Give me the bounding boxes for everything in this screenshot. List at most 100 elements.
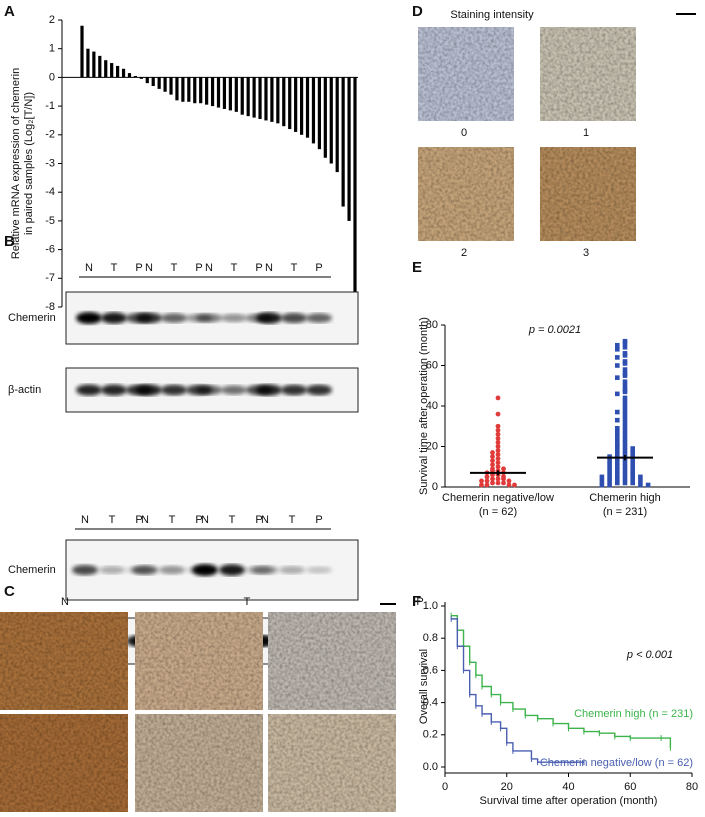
point bbox=[495, 411, 501, 417]
point bbox=[622, 440, 628, 445]
point bbox=[615, 456, 620, 461]
y-axis-label: Relative mRNA expression of chemerin bbox=[10, 68, 22, 259]
survival-curve bbox=[451, 614, 672, 748]
y-tick-label: 0.6 bbox=[423, 664, 438, 676]
bar bbox=[205, 77, 209, 105]
point bbox=[615, 342, 620, 348]
bar bbox=[353, 77, 357, 296]
point bbox=[615, 472, 620, 478]
point bbox=[630, 458, 635, 463]
y-tick-label: 40 bbox=[426, 400, 438, 412]
panel-letter: E bbox=[412, 259, 422, 276]
lane-label: T bbox=[229, 514, 236, 526]
lane-label: N bbox=[205, 262, 213, 274]
y-tick-label: 60 bbox=[426, 359, 438, 371]
ihc-image bbox=[268, 612, 396, 710]
bar bbox=[80, 25, 84, 78]
bar bbox=[157, 77, 161, 89]
band bbox=[76, 312, 102, 324]
point bbox=[615, 409, 620, 415]
point bbox=[615, 452, 620, 457]
lane-label: N bbox=[201, 514, 209, 526]
p-value: p < 0.001 bbox=[626, 649, 673, 661]
point bbox=[479, 482, 484, 488]
lane-label: N bbox=[81, 514, 89, 526]
bar bbox=[92, 51, 96, 78]
point bbox=[630, 472, 635, 478]
bar bbox=[276, 77, 280, 124]
panel-letter: F bbox=[412, 593, 421, 610]
point bbox=[622, 423, 628, 429]
band bbox=[192, 564, 218, 576]
band bbox=[76, 384, 102, 396]
x-tick-label: Chemerin negative/low bbox=[442, 492, 554, 504]
point bbox=[622, 389, 628, 395]
y-tick-label: -1 bbox=[45, 100, 55, 112]
x-tick-label: 80 bbox=[686, 781, 698, 793]
point bbox=[607, 458, 612, 463]
bar bbox=[193, 77, 197, 104]
point bbox=[622, 403, 628, 409]
bar bbox=[104, 60, 108, 78]
point bbox=[495, 452, 501, 457]
x-tick-label: 0 bbox=[442, 781, 448, 793]
point bbox=[615, 480, 620, 486]
y-tick-label: 20 bbox=[426, 440, 438, 452]
point bbox=[622, 444, 628, 449]
y-tick-label: 0.0 bbox=[423, 761, 438, 773]
bar bbox=[305, 77, 310, 138]
bar bbox=[246, 77, 250, 117]
point bbox=[495, 436, 501, 441]
point bbox=[622, 460, 628, 465]
lane-label: T bbox=[109, 514, 116, 526]
ihc-column-label: N bbox=[61, 596, 69, 608]
y-tick-label: 0 bbox=[432, 481, 438, 493]
point bbox=[607, 454, 612, 459]
point bbox=[630, 480, 635, 486]
band bbox=[136, 312, 162, 324]
point bbox=[622, 395, 628, 401]
staining-image bbox=[418, 147, 514, 241]
point bbox=[615, 355, 620, 360]
point bbox=[607, 474, 612, 480]
y-tick-label: 0 bbox=[49, 71, 55, 83]
bar bbox=[329, 77, 333, 164]
y-tick-label: -8 bbox=[45, 301, 55, 313]
band bbox=[101, 384, 127, 396]
bar bbox=[258, 77, 262, 120]
point bbox=[622, 411, 628, 417]
band bbox=[196, 385, 222, 395]
bar bbox=[175, 77, 179, 101]
staining-level: 0 bbox=[461, 127, 467, 139]
bar bbox=[270, 77, 274, 122]
band bbox=[279, 566, 305, 574]
point bbox=[622, 367, 628, 372]
band bbox=[72, 564, 98, 576]
point bbox=[495, 448, 501, 453]
staining-image bbox=[540, 27, 636, 121]
point bbox=[615, 391, 620, 397]
y-tick-label: -6 bbox=[45, 244, 55, 256]
y-tick-label: 0.8 bbox=[423, 632, 438, 644]
y-tick-label: 1.0 bbox=[423, 600, 438, 612]
point bbox=[484, 478, 490, 484]
point bbox=[630, 454, 635, 459]
point bbox=[607, 462, 612, 468]
bar bbox=[234, 77, 238, 112]
bar bbox=[133, 75, 138, 78]
bar bbox=[199, 77, 203, 104]
bar bbox=[252, 77, 256, 118]
band bbox=[281, 312, 307, 324]
ihc-column-label: T bbox=[244, 596, 251, 608]
point bbox=[622, 399, 628, 405]
y-axis-label: Overall survival bbox=[418, 649, 430, 724]
staining-level: 1 bbox=[583, 127, 589, 139]
point bbox=[512, 482, 517, 488]
point bbox=[615, 363, 620, 368]
bar bbox=[264, 77, 268, 121]
point bbox=[615, 434, 620, 439]
point bbox=[506, 482, 512, 488]
lane-label: P bbox=[135, 514, 142, 526]
point bbox=[622, 340, 628, 346]
